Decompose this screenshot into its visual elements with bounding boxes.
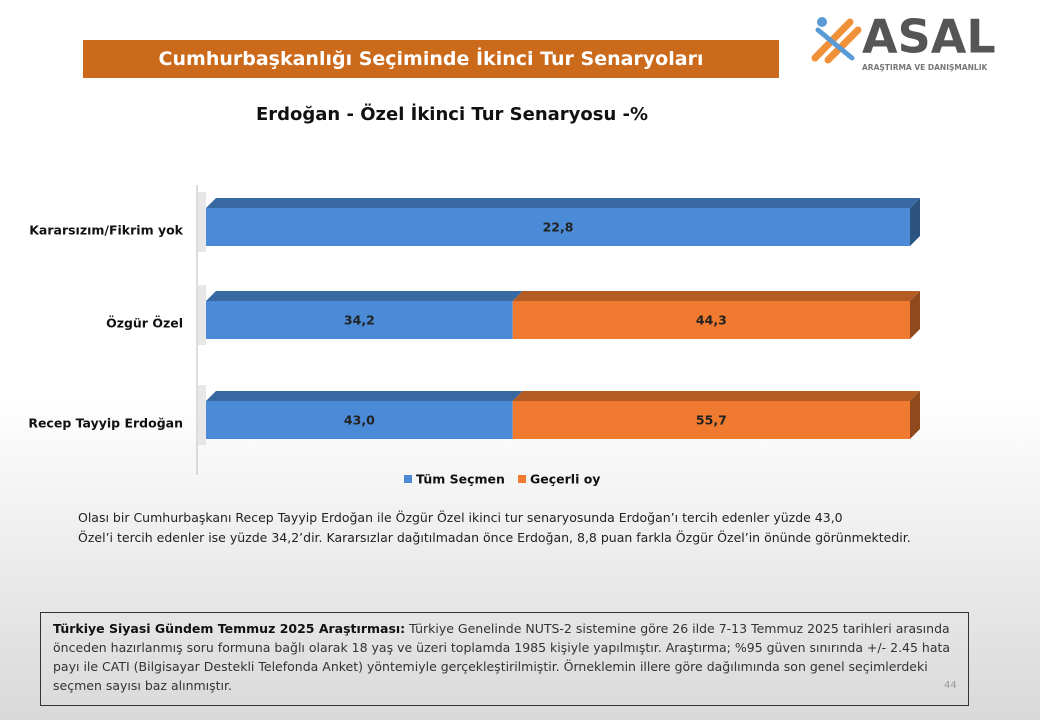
value-label: 22,8 xyxy=(543,220,574,235)
bar-shadow xyxy=(196,285,206,345)
bar-top xyxy=(206,291,523,301)
category-label: Kararsızım/Fikrim yok xyxy=(29,223,183,238)
bar xyxy=(512,401,910,439)
bar-shadow xyxy=(196,385,206,445)
bar-side xyxy=(910,391,920,439)
page-number: 44 xyxy=(944,680,957,691)
legend-label: Geçerli oy xyxy=(530,472,600,487)
bar xyxy=(206,301,513,339)
legend-swatch xyxy=(404,475,412,483)
bar-top xyxy=(206,198,920,208)
footnote-lead: Türkiye Siyasi Gündem Temmuz 2025 Araştı… xyxy=(53,621,406,636)
logo-name: ASAL xyxy=(862,10,996,64)
logo-tagline: ARAŞTIRMA VE DANIŞMANLIK xyxy=(862,63,988,72)
bar-top xyxy=(206,391,523,401)
bar xyxy=(512,301,910,339)
legend-label: Tüm Seçmen xyxy=(416,472,505,487)
value-label: 55,7 xyxy=(696,413,727,428)
chart: ASAL ARAŞTIRMA VE DANIŞMANLIK Erdoğan - … xyxy=(28,10,996,487)
footnote: Türkiye Siyasi Gündem Temmuz 2025 Araştı… xyxy=(40,612,969,706)
description-line: Olası bir Cumhurbaşkanı Recep Tayyip Erd… xyxy=(78,510,843,525)
bar-shadow xyxy=(196,192,206,252)
bar-side xyxy=(910,291,920,339)
chart-title: Erdoğan - Özel İkinci Tur Senaryosu -% xyxy=(256,103,648,125)
description-line: Özel’i tercih edenler ise yüzde 34,2’dir… xyxy=(78,530,911,545)
category-label: Recep Tayyip Erdoğan xyxy=(28,416,183,431)
bar xyxy=(206,208,910,246)
value-label: 44,3 xyxy=(696,313,727,328)
logo-icon xyxy=(811,17,862,64)
value-label: 43,0 xyxy=(344,413,375,428)
bar-side xyxy=(910,198,920,246)
value-label: 34,2 xyxy=(344,313,375,328)
bar-top xyxy=(512,391,920,401)
category-label: Özgür Özel xyxy=(106,316,183,331)
description: Olası bir Cumhurbaşkanı Recep Tayyip Erd… xyxy=(78,508,911,548)
bar xyxy=(206,401,513,439)
legend-swatch xyxy=(518,475,526,483)
header-title: Cumhurbaşkanlığı Seçiminde İkinci Tur Se… xyxy=(83,40,779,78)
footnote-text: Türkiye Genelinde NUTS-2 sistemine göre … xyxy=(53,621,951,693)
bar-top xyxy=(512,291,920,301)
